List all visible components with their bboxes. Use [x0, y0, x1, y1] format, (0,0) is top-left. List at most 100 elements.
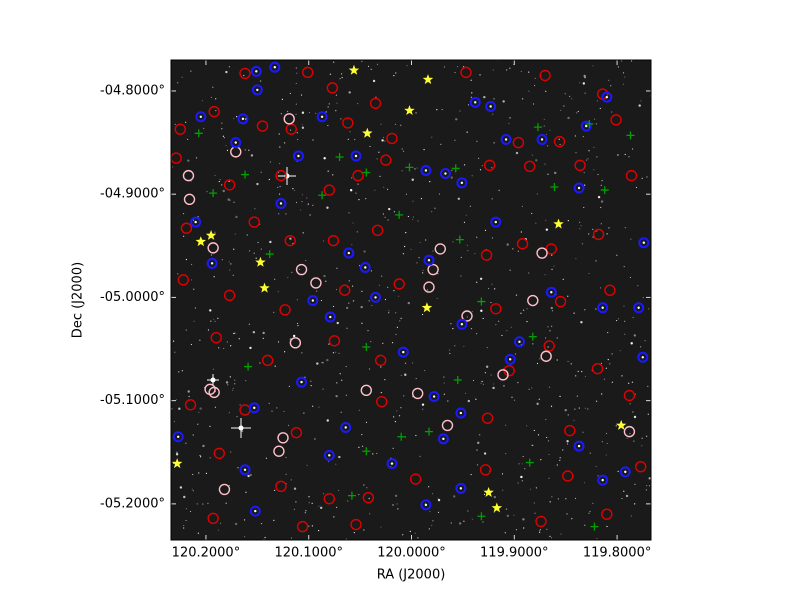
background-star [226, 341, 228, 343]
background-star [294, 189, 296, 192]
background-star [569, 95, 571, 97]
background-star [212, 368, 215, 370]
background-star [494, 288, 496, 290]
background-star [532, 444, 534, 446]
background-star [305, 259, 307, 262]
background-star [443, 66, 446, 68]
background-star [501, 473, 504, 475]
source-circle [174, 123, 186, 135]
background-star [205, 472, 207, 475]
background-star [238, 338, 240, 340]
source-circle [601, 91, 613, 103]
source-marker [420, 164, 432, 176]
background-star [295, 67, 297, 69]
background-star [289, 237, 292, 240]
background-star [526, 425, 528, 427]
background-star [358, 409, 360, 411]
background-star [592, 502, 594, 504]
background-star [547, 326, 549, 328]
source-circle [545, 286, 557, 298]
background-star [304, 376, 306, 378]
background-star [358, 199, 360, 201]
source-core [210, 262, 214, 265]
source-circle [285, 123, 297, 135]
background-star [209, 457, 211, 459]
background-star [257, 241, 259, 244]
source-circle [456, 177, 468, 189]
source-circle [323, 449, 335, 461]
background-star [434, 207, 436, 209]
source-marker [250, 65, 262, 77]
source-circle [183, 193, 196, 206]
source-circle [490, 216, 502, 228]
background-star [631, 148, 634, 150]
background-star [470, 473, 472, 476]
source-marker [536, 133, 548, 145]
source-plus [477, 297, 486, 306]
source-core [241, 117, 245, 121]
background-star [626, 437, 628, 439]
background-star [450, 176, 453, 179]
source-marker [485, 100, 497, 112]
background-star [230, 451, 232, 453]
source-circle [490, 303, 502, 315]
background-star [545, 90, 547, 92]
source-star [255, 256, 266, 267]
source-circle [256, 120, 269, 132]
background-star [513, 514, 515, 516]
background-star [278, 193, 281, 195]
background-star [509, 117, 511, 119]
source-circle [284, 234, 296, 247]
source-circle [527, 294, 539, 307]
source-circle [536, 133, 548, 145]
background-star [600, 223, 602, 225]
background-star [335, 463, 337, 465]
source-circle [307, 295, 319, 307]
background-star [641, 445, 643, 447]
background-star [549, 501, 551, 503]
background-star [528, 90, 530, 92]
background-star [504, 532, 506, 534]
source-core [328, 454, 331, 457]
background-star [412, 200, 414, 202]
background-star [451, 169, 453, 171]
background-star [392, 447, 394, 449]
source-marker [324, 311, 336, 323]
background-star [574, 408, 576, 410]
background-star [526, 320, 528, 323]
background-star [564, 93, 566, 95]
background-star [318, 505, 320, 507]
background-star [547, 173, 549, 175]
background-star [339, 78, 341, 80]
background-star [436, 109, 438, 111]
background-star [556, 359, 558, 361]
background-star [515, 151, 519, 155]
background-star [308, 525, 310, 527]
background-star [464, 164, 466, 166]
background-star [578, 407, 580, 409]
background-star [383, 186, 385, 188]
source-circle [536, 247, 548, 259]
background-star [605, 432, 608, 435]
background-star [233, 117, 235, 120]
source-circle [610, 114, 622, 126]
background-star [411, 178, 414, 181]
source-marker [638, 237, 650, 249]
background-star [646, 435, 648, 437]
background-star [336, 506, 338, 508]
source-core [489, 105, 492, 108]
source-circle [512, 136, 525, 149]
background-star [218, 180, 220, 183]
background-star [581, 370, 583, 373]
background-star [511, 396, 513, 398]
background-star [273, 519, 275, 521]
source-circle [208, 386, 220, 399]
background-star [361, 60, 363, 62]
source-core [354, 154, 358, 158]
background-star [533, 429, 535, 432]
source-circle [326, 82, 339, 94]
background-star [548, 386, 551, 388]
source-plus [525, 458, 534, 467]
source-marker [275, 197, 287, 209]
source-core [550, 291, 553, 294]
